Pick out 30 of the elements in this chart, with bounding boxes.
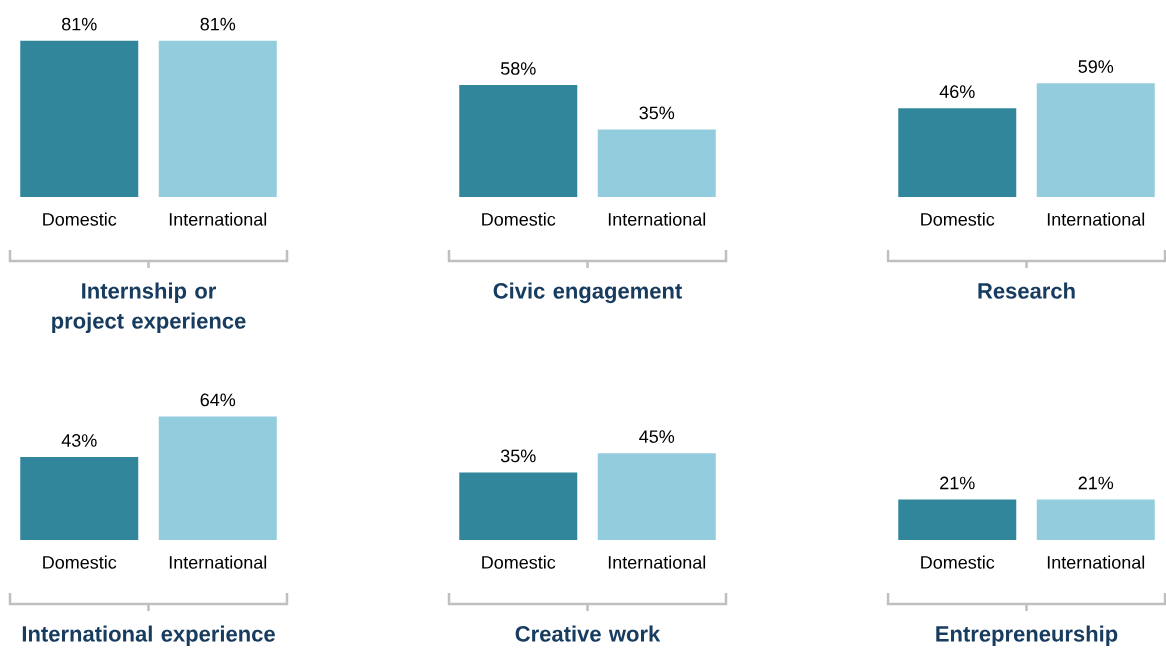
x-tick-label: Domestic bbox=[921, 555, 995, 569]
x-tick-label: Domestic bbox=[482, 555, 556, 569]
x-tick-label: Domestic bbox=[43, 212, 117, 226]
x-tick-label: Domestic bbox=[482, 212, 556, 226]
text: Civic engagement bbox=[493, 282, 682, 304]
x-tick-label: International bbox=[169, 212, 267, 226]
data-label: 81% bbox=[62, 17, 97, 31]
data-label: 58% bbox=[500, 62, 536, 75]
text: Research bbox=[978, 282, 1075, 299]
x-tick-label: International bbox=[1047, 212, 1145, 226]
text: Entrepreneurship bbox=[936, 625, 1118, 647]
data-label: 64% bbox=[200, 393, 236, 407]
text: International experience bbox=[22, 625, 275, 647]
data-label: 35% bbox=[639, 106, 675, 120]
x-tick-label: Domestic bbox=[43, 555, 117, 569]
text: Internship or project experience bbox=[52, 282, 246, 334]
data-label: 21% bbox=[940, 476, 975, 490]
x-tick-label: International bbox=[169, 555, 267, 569]
text: Creative work bbox=[515, 625, 661, 642]
x-tick-label: Domestic bbox=[921, 212, 995, 226]
data-label: 35% bbox=[500, 449, 536, 463]
data-label: 81% bbox=[200, 17, 236, 31]
x-tick-label: International bbox=[608, 555, 706, 569]
data-label: 59% bbox=[1078, 60, 1114, 73]
x-tick-label: International bbox=[608, 212, 706, 226]
x-tick-label: International bbox=[1047, 555, 1145, 569]
data-label: 45% bbox=[639, 430, 675, 443]
data-label: 43% bbox=[61, 434, 97, 447]
data-label: 46% bbox=[939, 85, 975, 99]
data-label: 21% bbox=[1078, 476, 1114, 490]
